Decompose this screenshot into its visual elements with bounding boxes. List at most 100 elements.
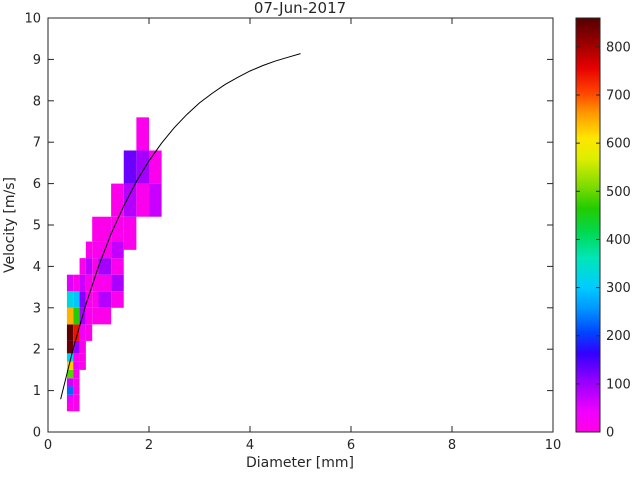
heatmap-cell [98,291,112,308]
heatmap-cell [111,274,124,292]
heatmap-cell [73,369,80,379]
heatmap-cell [66,403,74,412]
y-tick-label: 6 [33,177,41,192]
colorbar-gradient [576,18,600,432]
colorbar: 0 100 200 300 400 500 600 700 800 [575,17,631,441]
heatmap-cell [85,324,93,341]
y-tick-label: 7 [33,136,41,151]
x-tick-label: 6 [347,438,355,453]
heatmap-cell [123,216,137,250]
heatmap-cell [79,258,86,275]
heatmap-cell [85,258,93,275]
heatmap-cell [123,183,137,217]
heatmap-cell [92,258,99,275]
heatmap-cell [66,353,74,362]
heatmap-cell [98,258,112,275]
heatmap-cell [136,183,149,217]
heatmap-cell [92,274,99,292]
colorbar-tick-label: 0 [606,426,614,441]
y-tick-label: 3 [33,301,41,316]
heatmap-cell [98,274,112,292]
heatmap-cells [66,117,162,412]
heatmap-cell [66,291,74,308]
heatmap-cell [66,378,74,387]
heatmap-cell [111,241,124,259]
heatmap-cell [66,274,74,292]
heatmap-cell [136,117,149,151]
y-axis-label: Velocity [m/s] [2,177,18,273]
heatmap-cell [85,291,93,308]
heatmap-cell [73,394,80,404]
heatmap-cell [92,241,99,259]
colorbar-tick-label: 600 [606,137,631,152]
y-tick-label: 10 [24,12,41,27]
heatmap-cell [66,369,74,379]
heatmap-cell [111,183,124,217]
y-tick-label: 4 [33,260,41,275]
colorbar-tick-label: 200 [606,329,631,344]
heatmap-cell [85,274,93,292]
heatmap-cell [92,307,99,325]
x-tick-label: 2 [145,438,153,453]
heatmap-cell [111,291,124,308]
x-tick-label: 4 [246,438,254,453]
y-tick-label: 0 [33,426,41,441]
heatmap-cell [66,340,74,354]
heatmap-cell [73,403,80,412]
heatmap-cell [149,150,162,184]
chart-title: 07-Jun-2017 [254,0,346,17]
heatmap-cell [73,324,80,341]
heatmap-cell [66,361,74,370]
y-tick-label: 9 [33,53,41,68]
y-tick-label: 5 [33,219,41,234]
heatmap-cell [111,216,124,242]
terminal-velocity-curve [60,53,301,400]
heatmap-cell [79,291,86,308]
heatmap-cell [73,378,80,387]
heatmap-cell [73,340,80,354]
heatmap-cell [149,183,162,217]
heatmap-cell [66,324,74,341]
colorbar-tick-label: 400 [606,233,631,248]
heatmap-cell [73,353,80,362]
heatmap-cell [79,340,86,354]
terminal-velocity-line [60,53,301,400]
heatmap-cell [73,274,80,292]
x-tick-label: 8 [448,438,456,453]
colorbar-tick-label: 100 [606,377,631,392]
x-axis-label: Diameter [mm] [246,455,354,471]
x-tick-label: 10 [545,438,562,453]
colorbar-tick-label: 500 [606,185,631,200]
heatmap-cell [92,216,99,242]
heatmap-cell [98,307,112,325]
heatmap-cell [66,394,74,404]
colorbar-box [575,17,601,433]
heatmap-cell [92,291,99,308]
y-tick-label: 8 [33,94,41,109]
heatmap-cell [79,361,86,370]
colorbar-tick-label: 300 [606,281,631,296]
y-tick-label: 1 [33,384,41,399]
heatmap-cell [66,307,74,325]
heatmap-cell [79,324,86,341]
heatmap-cell [136,150,149,184]
heatmap-cell [85,241,93,259]
heatmap-cell [79,274,86,292]
heatmap-cell [73,291,80,308]
heatmap-cell [111,258,124,275]
heatmap-cell [85,307,93,325]
x-tick-label: 0 [44,438,52,453]
heatmap-cell [123,150,137,184]
heatmap-cell [73,361,80,370]
y-tick-label: 2 [33,343,41,358]
colorbar-tick-label: 800 [606,40,631,55]
colorbar-tick-label: 700 [606,89,631,104]
heatmap-cell [98,216,112,242]
heatmap-cell [73,307,80,325]
heatmap-cell [73,386,80,395]
axes: 0 2 4 6 8 10 0 1 2 3 4 5 6 7 8 9 10 [24,12,561,454]
heatmap-cell [79,353,86,362]
heatmap-cell [66,386,74,395]
